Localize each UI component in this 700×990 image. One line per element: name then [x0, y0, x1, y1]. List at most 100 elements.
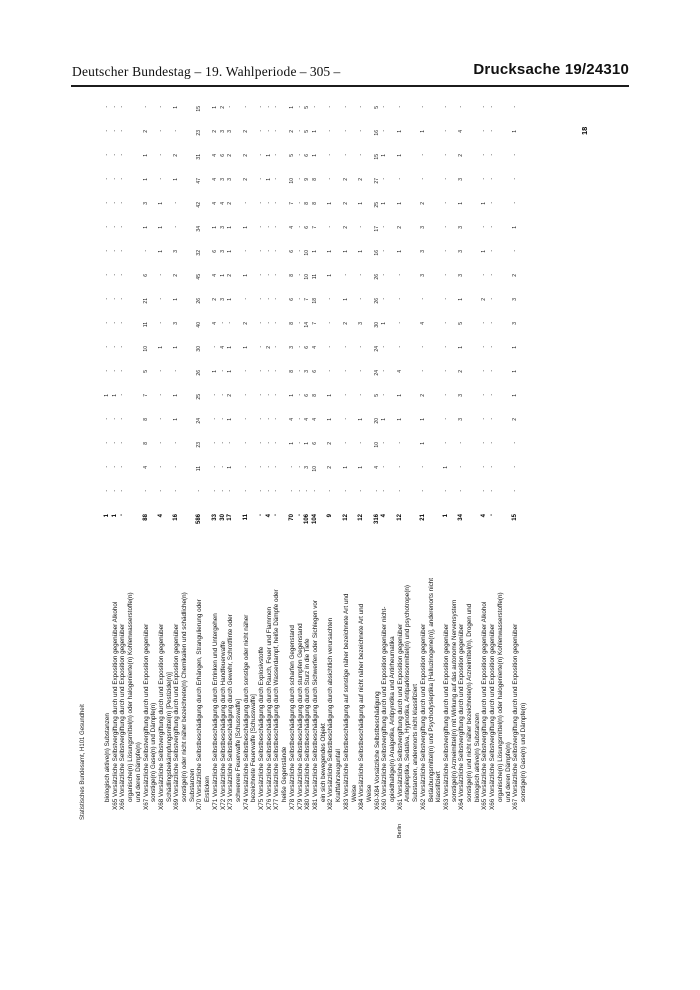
row-label-line: opioidhaltige(n) Analgetika, Antipyretik… [389, 636, 397, 802]
value-cell: - [111, 442, 118, 444]
value-cell: 2 [458, 154, 465, 157]
value-cell: 31 [196, 154, 203, 160]
value-cell: - [342, 106, 349, 108]
value-cell: 33 [211, 514, 218, 521]
row-label: X67 Vorsätzliche Selbstvergiftung durch … [143, 550, 158, 810]
value-cell: - [173, 490, 180, 492]
value-cell: 1 [342, 466, 349, 469]
value-cell: 24 [373, 346, 380, 352]
value-cell: 2 [265, 346, 272, 349]
row-label-line: Kraftfahrzeugunfall [335, 749, 343, 802]
value-cell: 3 [458, 178, 465, 181]
row-label-line: X71 Vorsätzliche Selbstbeschädigung durc… [211, 613, 219, 810]
value-cell: - [142, 106, 149, 108]
row-label-line: sonstige(n) Gase(n) und Dämpfe(n) [150, 702, 158, 802]
value-cell: - [419, 154, 426, 156]
value-cell: 1 [512, 394, 519, 397]
value-cell: - [311, 490, 318, 492]
row-label-line: heiße Gegenstände [281, 746, 289, 802]
table-row: X73 Vorsätzliche Selbstbeschädigung durc… [227, 93, 242, 838]
value-cell: - [296, 370, 303, 372]
value-cell: - [442, 298, 449, 300]
value-cell: 1 [227, 226, 234, 229]
value-cell: - [381, 178, 388, 180]
value-cell: - [458, 106, 465, 108]
value-cell: - [142, 490, 149, 492]
value-cell: 1 [458, 202, 465, 205]
row-label: X84 Vorsätzliche Selbstbeschädigung auf … [358, 550, 373, 810]
value-cell: 17 [227, 514, 234, 521]
value-cell: - [242, 466, 249, 468]
row-label: X61 Vorsätzliche Selbstvergiftung durch … [397, 550, 420, 810]
value-cell: - [265, 394, 272, 396]
value-cell: - [265, 466, 272, 468]
value-cell: 32 [196, 250, 203, 256]
value-cell: - [258, 106, 265, 108]
value-cell: 1 [358, 202, 365, 205]
value-cell: - [273, 514, 280, 516]
value-cell: 1 [104, 514, 110, 518]
value-cell: - [304, 490, 311, 492]
value-cell: 1 [157, 202, 164, 205]
value-cell: 4 [396, 370, 403, 373]
row-label-line: organische(n) Lösungsmittel(n) oder halo… [496, 592, 504, 802]
value-cell: 1 [342, 250, 349, 253]
value-cell: 10 [142, 346, 149, 352]
value-cell: 2 [242, 130, 249, 133]
value-cell: - [489, 106, 496, 108]
value-cell: 3 [142, 202, 149, 205]
table-row: X68 Vorsätzliche Selbstvergiftung durch … [158, 93, 173, 838]
value-cell: 1 [227, 346, 234, 349]
value-cell: 7 [311, 322, 318, 325]
value-cell: - [481, 106, 488, 108]
table-row: X83 Vorsätzliche Selbstbeschädigung auf … [343, 93, 358, 838]
value-cell: 1 [481, 202, 488, 205]
value-cell: - [342, 418, 349, 420]
value-cell: - [104, 274, 110, 276]
value-cell: 4 [211, 274, 218, 277]
value-cell: 1 [327, 394, 334, 397]
value-cell: 2 [342, 322, 349, 325]
value-cell: - [512, 154, 519, 156]
value-cell: - [489, 298, 496, 300]
value-cell: - [512, 178, 519, 180]
value-cell: - [419, 490, 426, 492]
value-cell: 1 [396, 154, 403, 157]
row-label-line: Substanzen, anderenorts nicht klassifizi… [412, 684, 420, 802]
value-cell: - [119, 130, 126, 132]
value-cell: - [342, 442, 349, 444]
value-cell: 12 [396, 514, 403, 521]
row-label-line: X83 Vorsätzliche Selbstbeschädigung auf … [342, 593, 350, 810]
value-cell: - [258, 298, 265, 300]
value-cell: 4 [142, 466, 149, 469]
value-cell: 10 [373, 442, 380, 448]
value-cell: - [104, 202, 110, 204]
value-cell: - [381, 394, 388, 396]
value-cell: - [104, 178, 110, 180]
value-cell: 11 [311, 274, 318, 280]
value-cell: - [265, 226, 272, 228]
value-cell: - [327, 322, 334, 324]
value-cell: - [258, 346, 265, 348]
table-row: X75 Vorsätzliche Selbstbeschädigung durc… [258, 93, 266, 838]
value-cell: - [211, 466, 218, 468]
value-cell: - [242, 106, 249, 108]
value-cell: - [489, 322, 496, 324]
value-cell: - [157, 490, 164, 492]
value-cell: 16 [373, 130, 380, 136]
value-cell: - [358, 274, 365, 276]
value-cell: - [358, 394, 365, 396]
value-cell: 17 [373, 226, 380, 232]
value-cell: 1 [173, 394, 180, 397]
value-cell: - [442, 274, 449, 276]
value-cell: 4 [219, 202, 226, 205]
value-cell: - [327, 226, 334, 228]
value-cell: - [358, 154, 365, 156]
value-cell: - [296, 106, 303, 108]
row-label-line: organische(n) Lösungsmittel(n) oder halo… [127, 592, 135, 802]
value-cell: 2 [227, 202, 234, 205]
value-cell: - [104, 130, 110, 132]
value-cell: 2 [288, 130, 295, 133]
value-cell: - [288, 490, 295, 492]
